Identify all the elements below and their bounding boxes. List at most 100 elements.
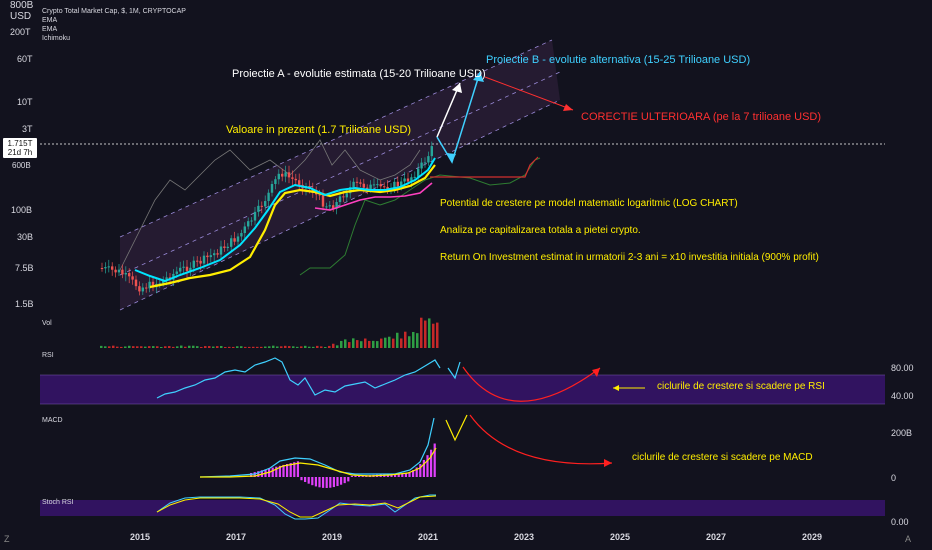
macd-histogram-bar (358, 475, 361, 477)
volume-bar (412, 331, 415, 348)
candle-body (417, 168, 420, 177)
macd-histogram-bar (430, 449, 433, 477)
volume-bar (132, 346, 135, 348)
volume-bar (344, 339, 347, 348)
candle-body (355, 181, 359, 183)
correction-arrow (484, 76, 574, 111)
ichimoku-span-green (299, 157, 541, 276)
macd-tick: 200B (891, 428, 913, 438)
volume-bar (204, 346, 207, 348)
candle-body (338, 196, 342, 203)
volume-bar (124, 346, 127, 348)
candle-body (128, 273, 131, 277)
legend-ema-1[interactable]: EMA (42, 17, 58, 24)
candle-body (420, 162, 423, 169)
candle-body (117, 269, 121, 273)
macd-histogram-bar (304, 477, 307, 482)
macd-histogram (250, 443, 436, 488)
volume-bar (224, 346, 227, 348)
macd-pane-title[interactable]: MACD (42, 417, 63, 424)
macd-histogram-bar (300, 477, 303, 481)
macd-histogram-bar (271, 467, 274, 477)
rsi-pane-title[interactable]: RSI (42, 352, 54, 359)
candle-body (124, 273, 127, 275)
stoch-pane-title[interactable]: Stoch RSI (42, 499, 74, 506)
candle-body (413, 176, 416, 178)
candle-body (250, 220, 253, 222)
volume-bar (388, 336, 391, 348)
analysis-line-3: Return On Investment estimat in urmatori… (440, 252, 819, 263)
volume-bar (220, 345, 223, 348)
volume-bar (176, 346, 179, 348)
volume-bar (104, 346, 107, 348)
candle-body (165, 277, 168, 280)
candle-body (114, 269, 117, 273)
candle-body (213, 253, 216, 256)
volume-bar (248, 346, 251, 348)
volume-bar (272, 345, 275, 348)
current-price-badge: 1.715T 21d 7h (3, 138, 37, 158)
candle-body (138, 286, 141, 292)
candle-body (342, 196, 345, 198)
volume-bar (256, 346, 259, 348)
candle-body (328, 205, 331, 207)
candle-body (325, 206, 328, 208)
volume-bar (292, 346, 295, 348)
candle-body (383, 186, 386, 188)
volume-bar (232, 346, 235, 348)
macd-histogram-bar (289, 463, 292, 477)
macd-histogram-bar (322, 477, 325, 488)
macd-histogram-bar (347, 477, 350, 482)
time-tick: 2019 (322, 532, 343, 542)
projection-b-arrow (436, 71, 484, 164)
volume-bar (404, 331, 407, 348)
candle-body (145, 287, 148, 289)
candle-body (335, 202, 338, 209)
price-tick: 600B (12, 161, 31, 170)
candle-body (209, 255, 212, 258)
candle-body (427, 156, 430, 163)
macd-histogram-bar (286, 464, 289, 477)
price-tick: 1.5B (15, 299, 34, 309)
candle-body (247, 221, 250, 227)
candle-body (393, 181, 396, 190)
ema-fast-line (134, 157, 436, 283)
volume-bar (164, 346, 167, 348)
currency-label: 800B USD (10, 0, 34, 22)
volume-bar (216, 346, 219, 348)
macd-histogram-bar (311, 477, 314, 486)
macd-histogram-bar (408, 472, 411, 477)
analysis-line-1: Potential de crestere pe model matematic… (440, 198, 738, 209)
candle-body (182, 266, 185, 268)
candle-body (372, 184, 376, 186)
volume-bar (384, 337, 387, 348)
volume-bar (392, 338, 395, 348)
macd-tick: 0 (891, 473, 897, 483)
candle-body (162, 279, 165, 284)
corner-left-label[interactable]: Z (4, 534, 10, 544)
volume-bar (368, 340, 371, 348)
legend-ichimoku[interactable]: Ichimoku (42, 35, 71, 42)
volume-bar (108, 346, 111, 348)
price-tick: 30B (17, 232, 34, 242)
candle-body (277, 173, 280, 180)
ichimoku-span-red (430, 156, 539, 178)
legend-ema-2[interactable]: EMA (42, 26, 58, 33)
macd-histogram-bar (340, 477, 343, 485)
macd-histogram-bar (336, 477, 339, 487)
volume-bar (148, 346, 151, 348)
macd-histogram-bar (329, 477, 332, 488)
volume-bar (324, 346, 327, 348)
volume-bar (336, 345, 339, 348)
volume-bar (192, 345, 195, 348)
time-tick: 2029 (802, 532, 823, 542)
volume-bar (356, 340, 359, 348)
symbol-title[interactable]: Crypto Total Market Cap, $, 1M, CRYPTOCA… (42, 8, 186, 15)
macd-histogram-bar (397, 473, 400, 477)
time-tick: 2015 (130, 532, 151, 542)
volume-bar (296, 346, 299, 348)
volume-pane-title[interactable]: Vol (42, 320, 52, 327)
corner-right-label[interactable]: A (905, 534, 912, 544)
candle-body (226, 246, 229, 248)
